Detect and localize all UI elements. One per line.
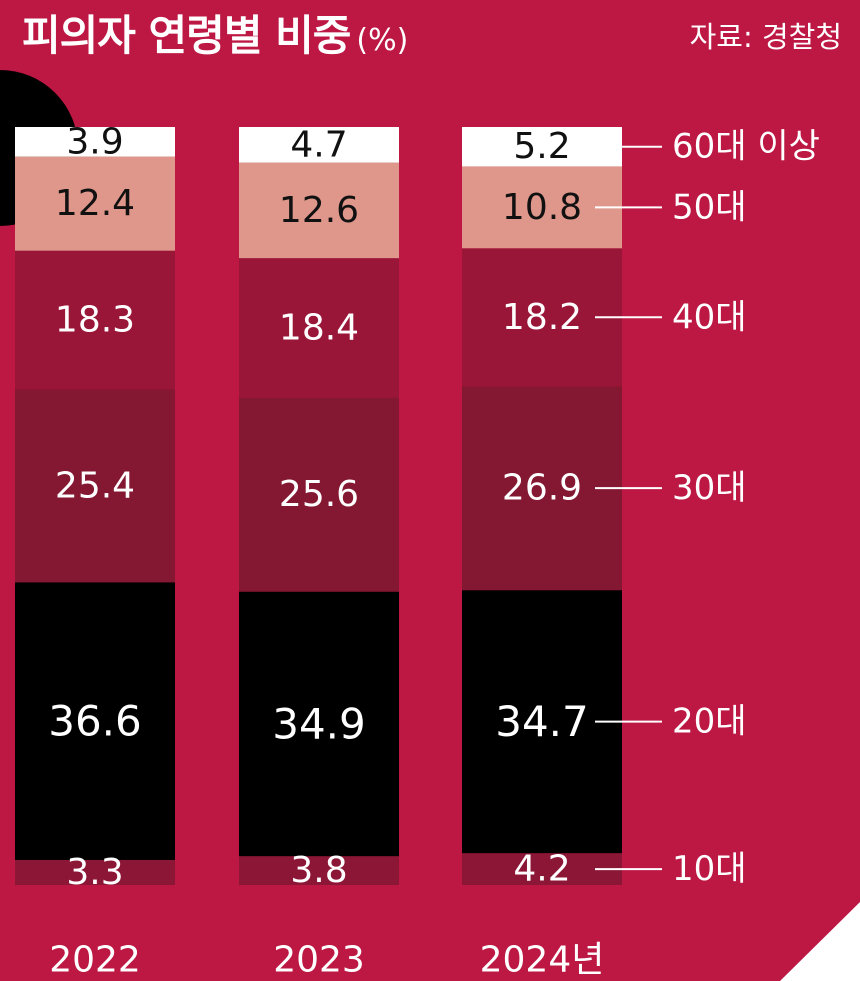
data-label-50대-0: 12.4 [55,183,135,224]
x-tick-label-1: 2023 [273,940,365,981]
data-label-60대-이상-0: 3.9 [66,121,123,162]
data-label-30대-0: 25.4 [55,465,135,506]
legend-label-50대: 50대 [672,187,747,227]
legend-label-10대: 10대 [672,849,747,889]
bar-20대-0 [15,582,175,860]
data-label-60대-이상-1: 4.7 [290,124,347,165]
data-label-20대-1: 34.9 [272,699,366,748]
decor-corner [780,902,860,981]
bar-segments [15,127,622,885]
chart-title-text: 피의자 연령별 비중 [22,11,351,60]
x-tick-label-2: 2024년 [480,940,605,981]
bar-20대-1 [239,591,399,857]
legend-label-30대: 30대 [672,468,747,508]
source-label: 자료: 경찰청 [689,20,842,54]
bar-50대-0 [15,156,175,251]
data-label-30대-2: 26.9 [502,468,582,509]
bar-50대-1 [239,162,399,259]
data-labels: 3.3 36.6 25.4 18.3 12.4 3.9 3.8 34.9 25.6 18.4 12.… [48,121,589,893]
legend-label-20대: 20대 [672,702,747,742]
bar-30대-1 [239,397,399,592]
data-label-50대-1: 12.6 [279,190,359,231]
data-label-10대-0: 3.3 [66,852,123,893]
chart-unit: (%) [356,23,409,58]
bar-60대-이상-1 [239,127,399,163]
data-label-40대-0: 18.3 [55,300,135,341]
chart-title: 피의자 연령별 비중 (%) [22,2,408,63]
data-label-20대-2: 34.7 [495,697,589,746]
data-label-60대-이상-2: 5.2 [513,126,570,167]
x-axis-labels: 2022 2023 2024년 [49,940,604,981]
data-label-50대-2: 10.8 [502,187,582,228]
data-label-10대-1: 3.8 [290,850,347,891]
bar-40대-1 [239,258,399,398]
bar-30대-0 [15,389,175,583]
legend-label-60대-이상: 60대 이상 [672,127,820,167]
bar-10대-1 [239,856,399,885]
data-label-20대-0: 36.6 [48,697,142,746]
legend-label-40대: 40대 [672,297,747,337]
data-label-40대-2: 18.2 [502,297,582,338]
bar-60대-이상-0 [15,127,175,157]
data-label-40대-1: 18.4 [279,307,359,348]
legend: 10대 20대 30대 40대 50대 60대 이상 [595,127,820,889]
bar-40대-0 [15,250,175,390]
data-label-10대-2: 4.2 [513,849,570,890]
data-label-30대-1: 25.6 [279,474,359,515]
bar-10대-0 [15,859,175,885]
x-tick-label-0: 2022 [49,940,141,981]
